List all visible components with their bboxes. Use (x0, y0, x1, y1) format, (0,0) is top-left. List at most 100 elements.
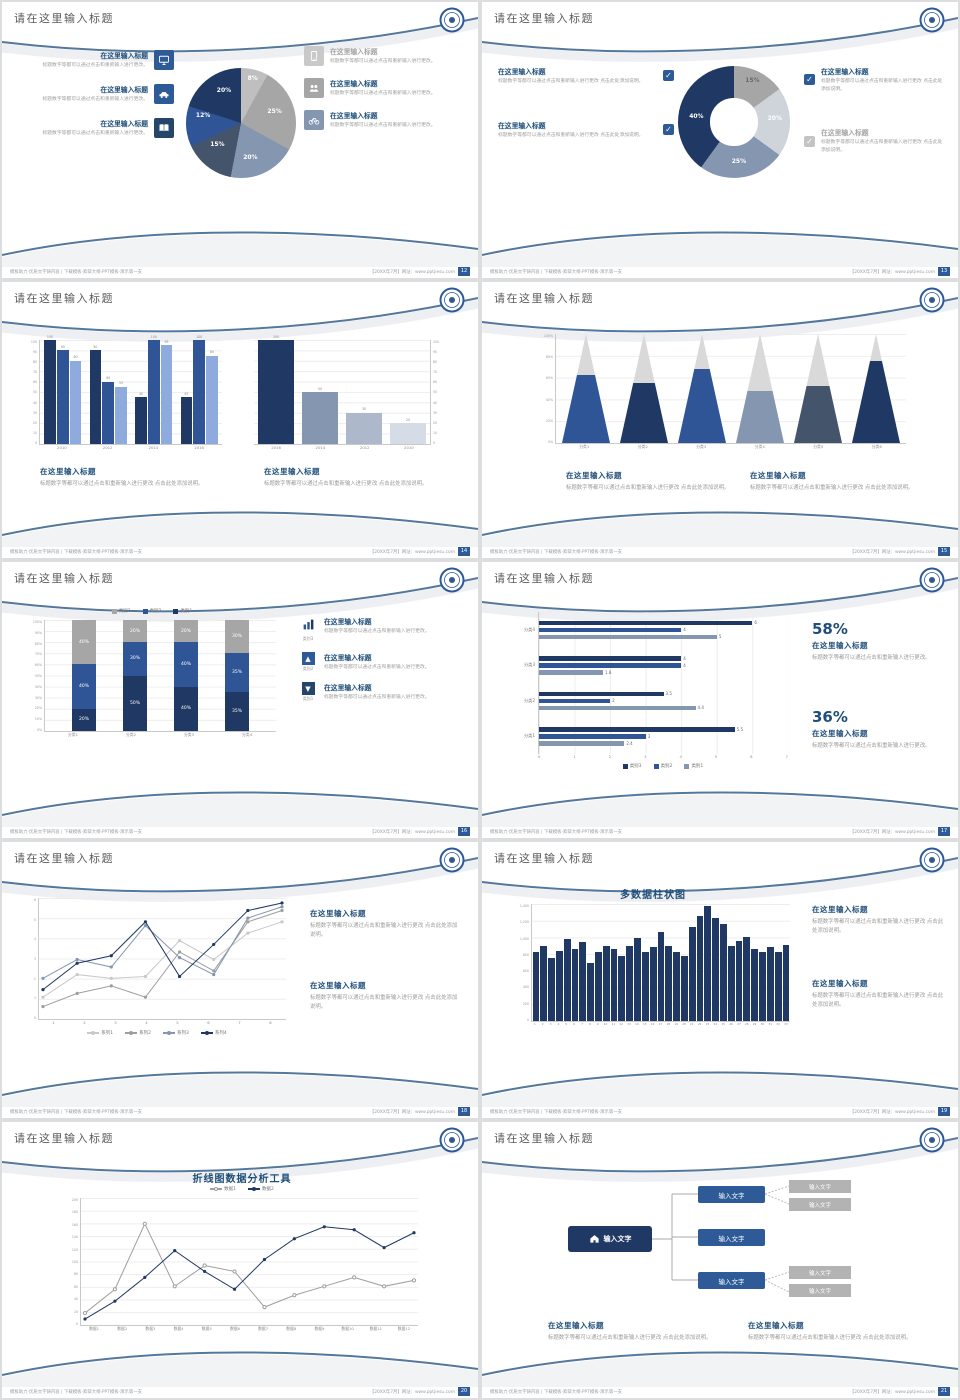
series-marker (143, 995, 148, 999)
x-axis: 1 2 3 4 5 6 7 8 9 10 11 12 13 14 15 16 17 18 19 20 21 22 23 24 2… (531, 1022, 790, 1026)
slide-title: 请在这里输入标题 (494, 1132, 594, 1145)
tick-label: 28 (744, 1022, 749, 1026)
tick-label: 4 (679, 754, 682, 759)
bar-group (555, 904, 563, 1021)
block-title: 在这里输入标题 (812, 641, 868, 650)
block-title: 在这里输入标题 (310, 909, 366, 918)
series-marker (113, 1299, 117, 1303)
tick-label: 0 (34, 440, 37, 445)
pie-label: 8% (247, 74, 258, 82)
bar (618, 955, 626, 1021)
slide-preview-20[interactable]: 请在这里输入标题 折线图数据分析工具 数据1 数据2 200 180 160 140 12… (2, 1122, 478, 1398)
tick-label: 5 (714, 754, 718, 759)
tick-label: 30 (433, 410, 438, 415)
hbar-row: 5 (539, 634, 788, 639)
tick-label: 400 (522, 985, 529, 990)
block-text: 标题数字等都可以通过点击和重新输入进行更改。 (324, 629, 430, 634)
bar-value-label: 85 (210, 350, 215, 355)
series-marker (142, 1221, 147, 1226)
legend-label: 系列4 (214, 1031, 227, 1036)
bar-group: 45 100 85 (177, 335, 223, 444)
tick-label: 100 (71, 1259, 78, 1264)
tick-label: 600 (522, 969, 529, 974)
y-axis: 200 180 160 140 120 100 80 60 40 20 0 (66, 1198, 80, 1326)
pie-label: 12% (195, 112, 211, 119)
legend-line-chip (125, 1030, 138, 1035)
tick-label: 2016 (194, 445, 204, 450)
hbar (539, 670, 604, 675)
school-logo (919, 7, 945, 33)
bar-group (720, 904, 728, 1021)
flow-node-gray: 输入文字 (789, 1198, 851, 1211)
line-series-svg (82, 1221, 417, 1321)
info-block: 在这里输入标题 标题数字等都可以通过点击和重新输入进行更改。 (16, 118, 174, 138)
phone-icon (304, 46, 324, 66)
series-marker (82, 1310, 88, 1316)
tick-label: 7 (581, 1022, 583, 1026)
slide-preview-15[interactable]: 请在这里输入标题 100% 80% 60% 40% 20% 0% 分类1 分类2 分类3 分类4… (482, 282, 958, 558)
dashed-connector-lines (765, 1185, 789, 1293)
block-text: 标题数字等都可以通过点击和重新输入进行更改 点击此处添加说明。 (748, 1335, 912, 1341)
bar: 50 (302, 387, 338, 444)
block-title: 在这里输入标题 (812, 905, 868, 914)
cone-bottom (562, 375, 610, 443)
slide-preview-13[interactable]: 请在这里输入标题 在这里输入标题 标题数字等都可以通过点击和重新输入进行更改 点击… (482, 2, 958, 278)
hbar-row: 4.4 (539, 705, 788, 710)
tick-label: 3 (114, 1020, 117, 1025)
slide-preview-16[interactable]: 请在这里输入标题 类别3 类别2 类别1 100% 90% 80% 70% 60% 50% 40… (2, 562, 478, 838)
tick-label: 80 (433, 360, 438, 365)
school-logo (439, 1127, 465, 1153)
legend-label: 类别1 (180, 609, 193, 614)
cone-top (562, 334, 610, 376)
block-title: 在这里输入标题 (264, 467, 320, 476)
bar-value-label: 100 (150, 334, 157, 339)
bar: 20 (390, 418, 426, 444)
slide-title: 请在这里输入标题 (14, 852, 114, 865)
tick-label: 16 (650, 1022, 655, 1026)
tick-label: 0% (36, 727, 42, 732)
info-block: ✓ 在这里输入标题 标题数字等都可以通过点击和重新输入进行更改 点击此处添加说明。 (804, 66, 946, 93)
page-number: 12 (458, 267, 470, 276)
bar-group: 100 (254, 335, 298, 444)
hbar-group: 5.5 3 2.4 (539, 719, 788, 755)
slide-preview-19[interactable]: 请在这里输入标题 多数据柱状图 1,400 1,200 1,000 800 600 400… (482, 842, 958, 1118)
series-marker (143, 920, 148, 924)
slide-preview-17[interactable]: 请在这里输入标题 分类4 分类3 分类2 分类1 6 4 5 4 4 1.8 3.5 2 4.4 5.5… (482, 562, 958, 838)
tick-label: 数据6 (229, 1326, 240, 1331)
slide-preview-12[interactable]: 请在这里输入标题 在这里输入标题 标题数字等都可以通过点击和重新输入进行更改。 在… (2, 2, 478, 278)
footer-left-text: 模板助力·优质文字铸内容 | 下载模板·索取大纲·PPT模板·演示第一支 (490, 549, 622, 555)
slide-footer: 模板助力·优质文字铸内容 | 下载模板·索取大纲·PPT模板·演示第一支 【20… (2, 267, 478, 276)
pie-label: 20% (243, 153, 258, 161)
tick-label: 数据1 (89, 1326, 100, 1331)
bar (548, 957, 555, 1021)
block-text: 标题数字等都可以通过点击和重新输入进行更改 点击此处添加说明。 (498, 79, 644, 84)
bar (766, 946, 774, 1021)
slide-preview-21[interactable]: 请在这里输入标题 输入文字 输入文字 输入文字 输入文字 输入文字 输入文字 输… (482, 1122, 958, 1398)
tick-label: 7 (785, 754, 788, 759)
block-text: 标题数字等都可以通过点击和重新输入进行更改 点击此处添加说明。 (498, 132, 644, 138)
legend-label: 数据1 (224, 1187, 236, 1192)
tick-label: 1,200 (519, 920, 529, 925)
legend-label: 类别3 (118, 609, 131, 614)
bar-group (634, 904, 642, 1021)
page-number: 14 (458, 547, 470, 556)
line-plot (38, 898, 286, 1020)
block-title: 在这里输入标题 (100, 52, 148, 60)
slide-preview-14[interactable]: 请在这里输入标题 100 90 80 70 60 50 40 30 20 10 0 100 90 80 9… (2, 282, 478, 558)
bicycle-icon (304, 110, 324, 130)
bar (649, 947, 657, 1021)
text-block: 在这里输入标题 标题数字等都可以通过点击和重新输入进行更改 点击此处添加说明。 (310, 980, 462, 1012)
stacked-segment: 50% (123, 675, 147, 731)
tick-label: 2012 (102, 445, 113, 450)
tick-label: 1,400 (519, 904, 529, 908)
right-info-column: 在这里输入标题 标题数字等都可以通过点击和重新输入进行更改。 在这里输入标题 标题数… (304, 46, 466, 130)
bar-group: 20 (386, 340, 430, 444)
hbar-row: 5.5 (539, 727, 788, 732)
cone-bottom (736, 390, 784, 443)
hbar (539, 734, 646, 739)
slide-preview-18[interactable]: 请在这里输入标题 6 5 4 3 2 1 0 1 2 3 4 5 6 7 8 系列1 系列2 系列3 系列4 在… (2, 842, 478, 1118)
bar (563, 939, 571, 1021)
block-text: 标题数字等都可以通过点击和重新输入进行更改 点击此处添加说明。 (548, 1335, 712, 1341)
tick-label: 30 (32, 410, 37, 415)
book-icon (154, 118, 174, 138)
